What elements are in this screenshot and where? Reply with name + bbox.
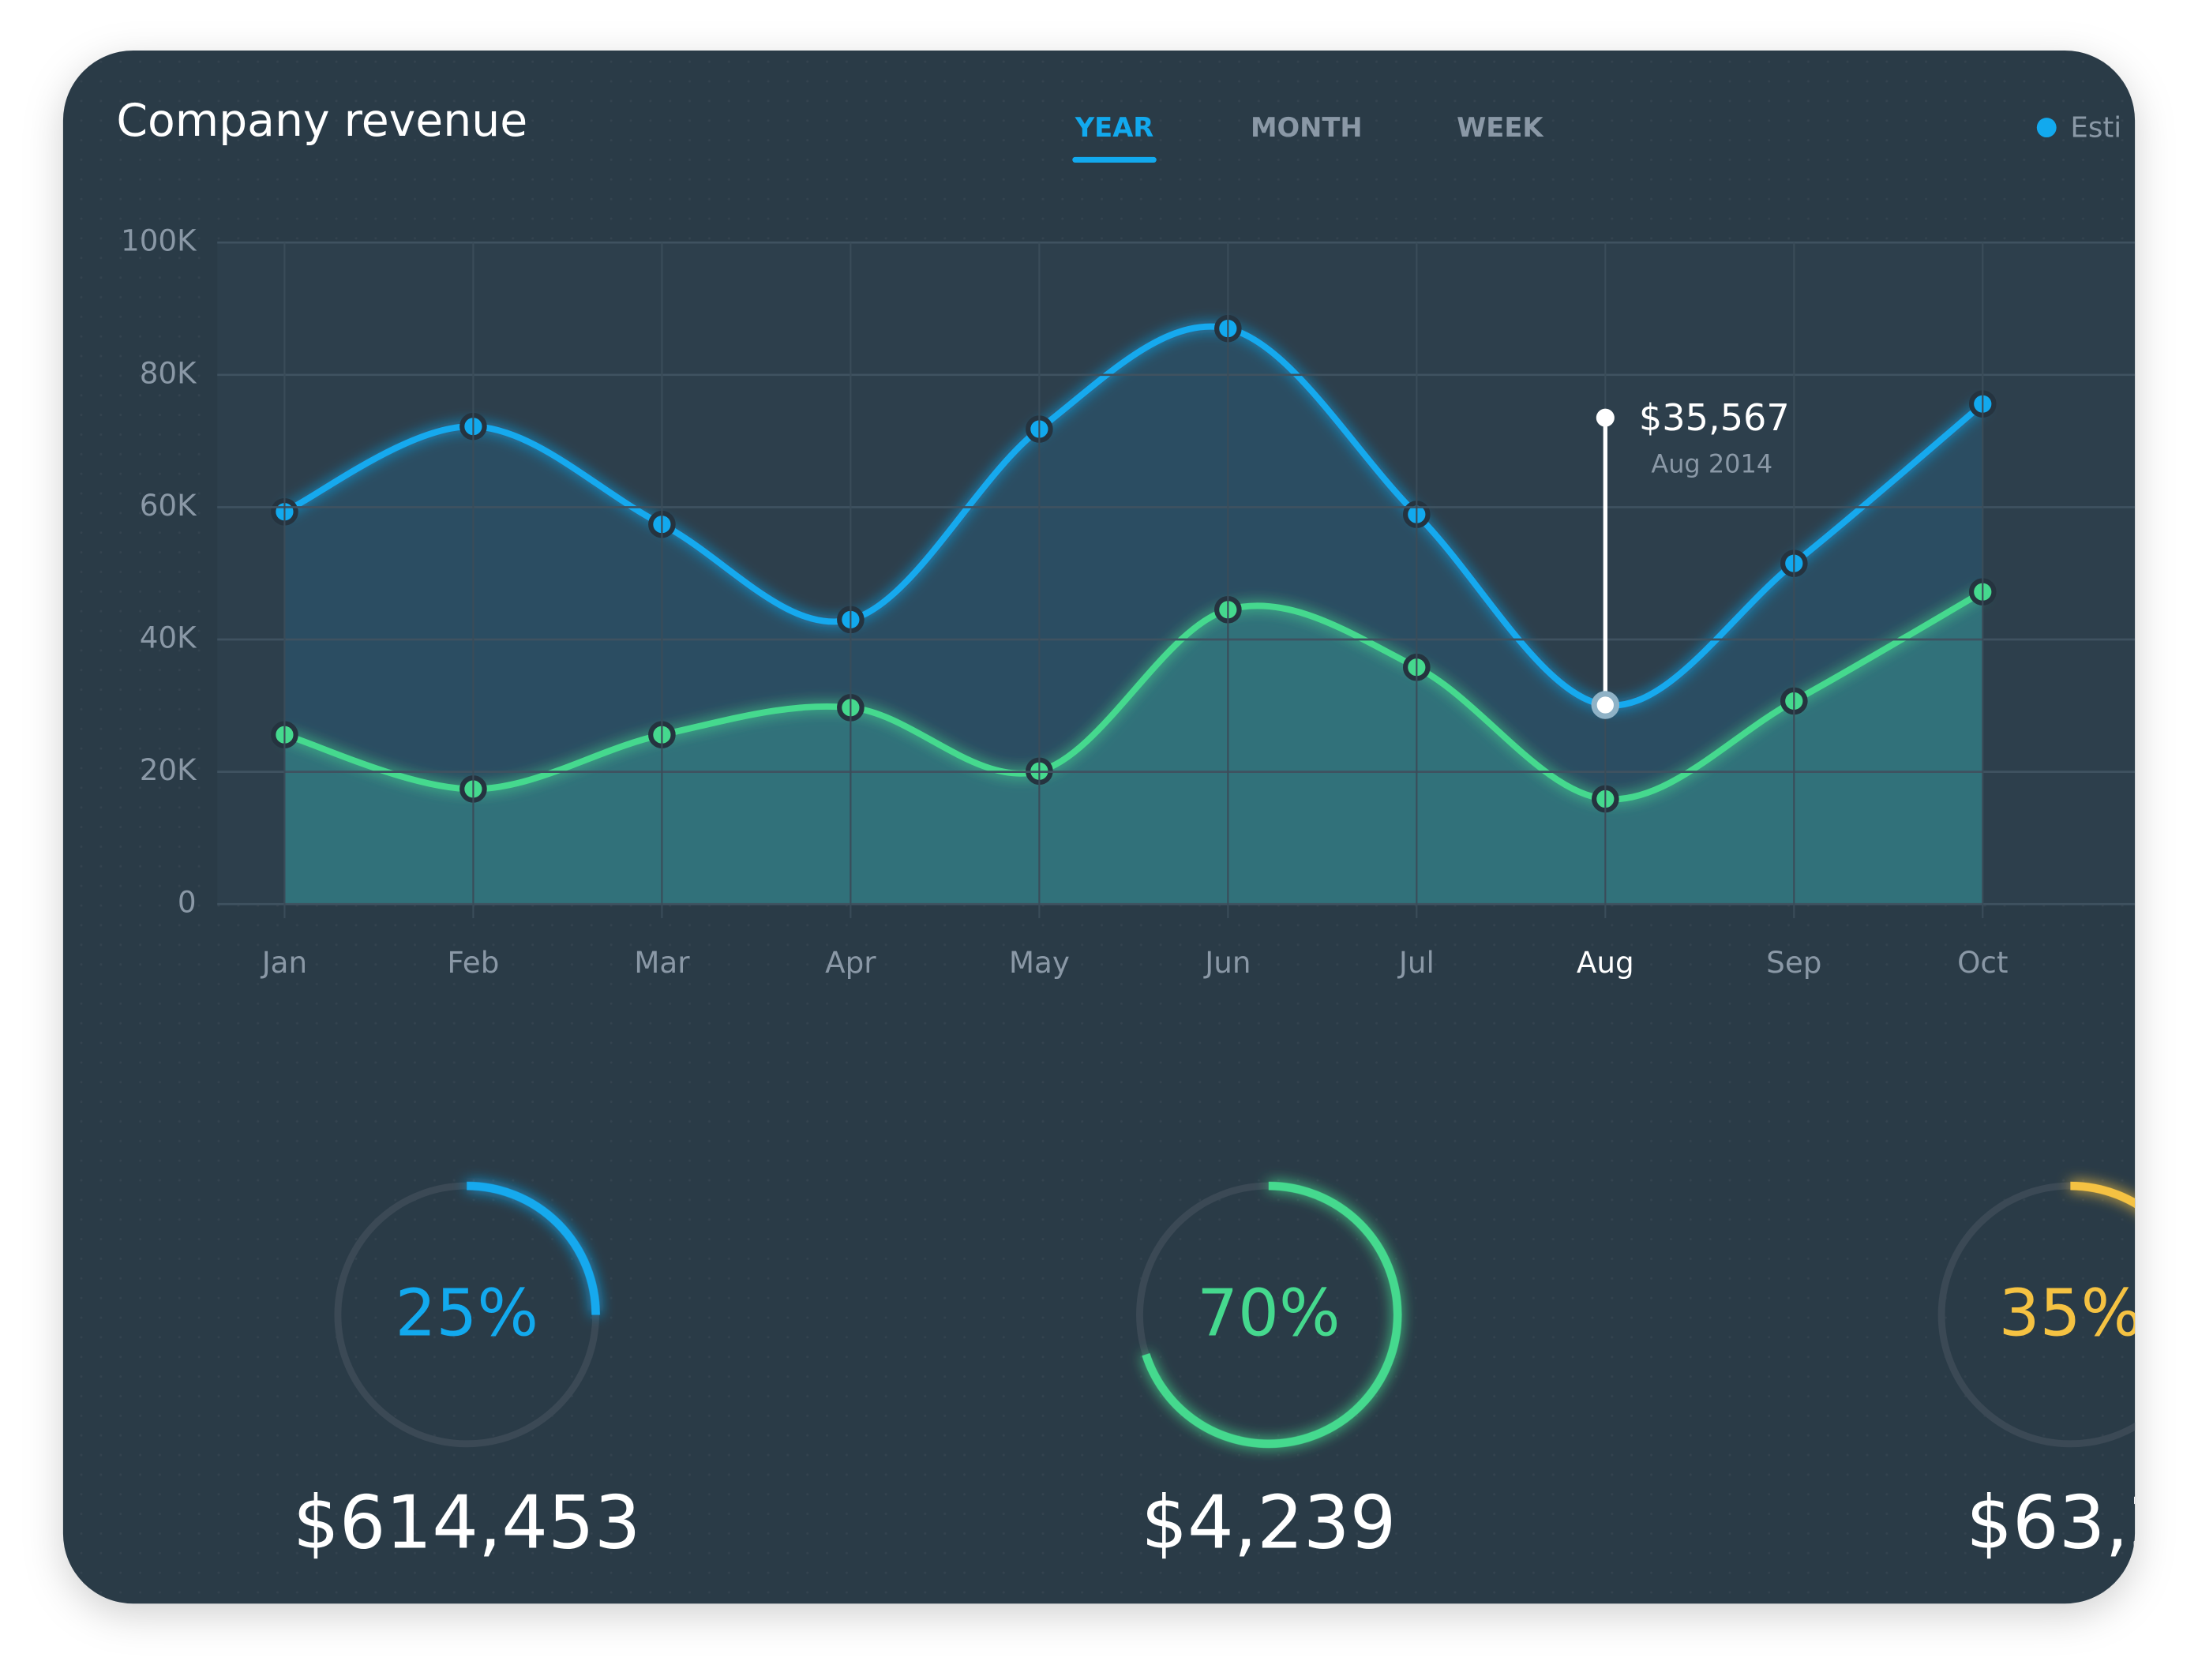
- y-tick-label: 20K: [140, 752, 197, 787]
- gauge-value: 70%: [1197, 1276, 1340, 1351]
- legend-dot: [2036, 118, 2057, 138]
- gauge-amount: $614,453: [293, 1480, 640, 1566]
- gauge-arc: [333, 1181, 600, 1449]
- x-tick-label: Feb: [447, 945, 499, 980]
- x-tick-label: Apr: [825, 945, 876, 980]
- gauge-amount: $4,239: [1141, 1480, 1396, 1566]
- y-tick-label: 0: [178, 885, 197, 920]
- gauge-value: 25%: [395, 1276, 538, 1351]
- gauge-arc: [1937, 1181, 2136, 1449]
- x-tick-label: May: [1009, 945, 1070, 980]
- highlight-point: [1591, 691, 1620, 719]
- gauge-value: 35%: [1999, 1276, 2143, 1351]
- tooltip-value: $35,567: [1639, 396, 1790, 439]
- card-content: Company revenue Esti YEAR MONTH WEEK 0 20K 40…: [62, 50, 2174, 1604]
- series-area: [284, 591, 1983, 905]
- x-tick-label: Jan: [261, 945, 307, 980]
- x-tick-label: Jul: [1397, 945, 1435, 980]
- gauge-arc: [1135, 1181, 1402, 1449]
- plot: [217, 242, 2136, 905]
- tab-underline: [1072, 156, 1157, 163]
- tooltip-dot: [1596, 408, 1615, 427]
- x-tick-label: Aug: [1577, 945, 1634, 980]
- x-tick-label: Mar: [634, 945, 690, 980]
- legend-label: Esti: [2070, 111, 2121, 144]
- y-tick-label: 40K: [140, 621, 197, 655]
- y-tick-label: 60K: [140, 488, 197, 523]
- x-tick-label: Oct: [1957, 945, 2008, 980]
- tooltip-date: Aug 2014: [1651, 448, 1772, 478]
- tab[interactable]: YEAR: [1075, 112, 1154, 143]
- y-tick-label: 80K: [140, 355, 197, 390]
- tab[interactable]: WEEK: [1457, 112, 1544, 143]
- x-tick-label: Jun: [1203, 945, 1251, 980]
- x-tick-label: Sep: [1766, 945, 1821, 980]
- y-tick-label: 100K: [121, 223, 197, 258]
- series-line: [283, 589, 1985, 803]
- series-line: [283, 323, 1985, 709]
- gauge-amount: $63,2: [1966, 1480, 2174, 1566]
- tab[interactable]: MONTH: [1251, 112, 1363, 143]
- title: Company revenue: [116, 95, 527, 147]
